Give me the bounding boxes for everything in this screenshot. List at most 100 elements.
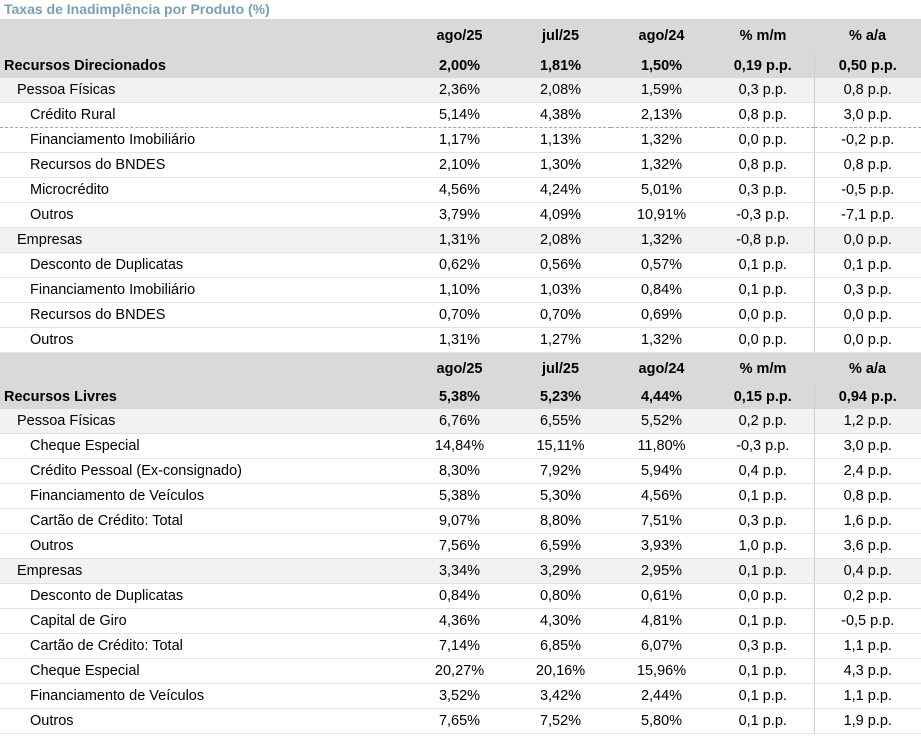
row-value: 0,8 p.p. <box>712 102 814 128</box>
row-value: 0,4 p.p. <box>813 558 921 584</box>
row-value: -0,2 p.p. <box>813 127 921 153</box>
column-header-row: ago/25 jul/25 ago/24% m/m% a/a <box>0 352 921 384</box>
row-value: 20,16% <box>510 658 611 684</box>
row-value: 0,70% <box>510 302 611 328</box>
row-label: Outros <box>0 327 409 353</box>
row-value: 1,31% <box>409 227 510 253</box>
row-value: 5,94% <box>611 458 712 484</box>
row-value: 4,09% <box>510 202 611 228</box>
row-value: 0,70% <box>409 302 510 328</box>
item-row: Desconto de Duplicatas 0,84% 0,80% 0,61% 0,0… <box>0 583 921 609</box>
row-value: 0,1 p.p. <box>712 252 814 278</box>
item-row: Financiamento de Veículos 3,52% 3,42% 2,44%… <box>0 683 921 709</box>
row-value: 4,38% <box>510 102 611 128</box>
row-label: Outros <box>0 202 409 228</box>
row-value: 0,1 p.p. <box>712 558 814 584</box>
group-row: Pessoa Físicas 6,76% 6,55% 5,52% 0,2 p.p. 1,2… <box>0 409 921 434</box>
row-value: 0,1 p.p. <box>712 658 814 684</box>
row-value: 6,76% <box>409 409 510 434</box>
row-value: 15,96% <box>611 658 712 684</box>
row-value: 2,95% <box>611 558 712 584</box>
item-row: Financiamento Imobiliário 1,10% 1,03% 0,84%… <box>0 277 921 303</box>
row-value: 1,30% <box>510 152 611 178</box>
row-value: 5,38% <box>409 384 510 409</box>
row-value: -0,5 p.p. <box>813 177 921 203</box>
row-value: 6,59% <box>510 533 611 559</box>
row-value: 2,36% <box>409 78 510 103</box>
row-value: 0,1 p.p. <box>712 483 814 509</box>
column-header-row: ago/25 jul/25 ago/24% m/m% a/a <box>0 19 921 53</box>
group-row: Empresas 1,31% 2,08% 1,32% -0,8 p.p. 0,0 p.p. <box>0 227 921 253</box>
item-row: Financiamento Imobiliário 1,17% 1,13% 1,32%… <box>0 127 921 153</box>
row-value: 0,0 p.p. <box>712 302 814 328</box>
item-row: Recursos do BNDES 2,10% 1,30% 1,32% 0,8 p.p.… <box>0 152 921 178</box>
row-label: Cheque Especial <box>0 658 409 684</box>
item-row: Outros 1,31% 1,27% 1,32% 0,0 p.p. 0,0 p.p. <box>0 327 921 353</box>
item-row: Microcrédito 4,56% 4,24% 5,01% 0,3 p.p. -0,5 … <box>0 177 921 203</box>
row-value: 1,31% <box>409 327 510 353</box>
row-value: 0,57% <box>611 252 712 278</box>
row-value: 6,07% <box>611 633 712 659</box>
row-value: 5,38% <box>409 483 510 509</box>
column-header: % a/a <box>814 352 921 384</box>
row-value: 14,84% <box>409 433 510 459</box>
column-header: ago/25 <box>409 19 510 53</box>
section-row: Recursos Livres 5,38% 5,23% 4,44% 0,15 p.p. 0… <box>0 384 921 409</box>
row-value: 7,14% <box>409 633 510 659</box>
item-row: Outros 3,79% 4,09% 10,91% -0,3 p.p. -7,1 p.p. <box>0 202 921 228</box>
row-value: 2,4 p.p. <box>813 458 921 484</box>
row-value: 0,50 p.p. <box>813 53 921 78</box>
row-label: Desconto de Duplicatas <box>0 252 409 278</box>
group-row: Empresas 3,34% 3,29% 2,95% 0,1 p.p. 0,4 p.p. <box>0 558 921 584</box>
row-value: 0,1 p.p. <box>712 277 814 303</box>
row-value: 9,07% <box>409 508 510 534</box>
row-value: 0,19 p.p. <box>712 53 814 78</box>
row-label: Recursos Direcionados <box>0 53 409 78</box>
row-value: 7,51% <box>611 508 712 534</box>
row-value: 0,4 p.p. <box>712 458 814 484</box>
row-value: 3,42% <box>510 683 611 709</box>
row-value: 1,1 p.p. <box>813 683 921 709</box>
item-row: Capital de Giro 4,36% 4,30% 4,81% 0,1 p.p. -0… <box>0 608 921 634</box>
row-label: Financiamento de Veículos <box>0 683 409 709</box>
row-value: 3,0 p.p. <box>813 102 921 128</box>
row-value: 0,3 p.p. <box>712 633 814 659</box>
row-label: Empresas <box>0 558 409 584</box>
column-header: ago/24 <box>611 19 712 53</box>
row-label: Outros <box>0 533 409 559</box>
row-value: 20,27% <box>409 658 510 684</box>
row-value: 1,6 p.p. <box>813 508 921 534</box>
column-header: jul/25 <box>510 19 611 53</box>
row-value: 0,8 p.p. <box>813 78 921 103</box>
row-value: 0,8 p.p. <box>712 152 814 178</box>
row-value: -7,1 p.p. <box>813 202 921 228</box>
row-value: 1,0 p.p. <box>712 533 814 559</box>
row-value: 0,8 p.p. <box>813 483 921 509</box>
row-value: 0,0 p.p. <box>813 327 921 353</box>
row-value: 0,61% <box>611 583 712 609</box>
row-value: 0,0 p.p. <box>813 302 921 328</box>
row-label: Capital de Giro <box>0 608 409 634</box>
row-value: 3,52% <box>409 683 510 709</box>
row-value: 7,56% <box>409 533 510 559</box>
column-header: % m/m <box>712 352 814 384</box>
row-value: 3,6 p.p. <box>813 533 921 559</box>
row-label: Microcrédito <box>0 177 409 203</box>
row-value: 5,01% <box>611 177 712 203</box>
row-label: Financiamento Imobiliário <box>0 277 409 303</box>
row-value: 1,59% <box>611 78 712 103</box>
row-label: Cheque Especial <box>0 433 409 459</box>
section-row: Recursos Direcionados 2,00% 1,81% 1,50% 0,19… <box>0 53 921 78</box>
row-value: 4,3 p.p. <box>813 658 921 684</box>
row-value: 5,23% <box>510 384 611 409</box>
item-row: Cheque Especial 14,84% 15,11% 11,80% -0,3 p.… <box>0 433 921 459</box>
row-value: 0,84% <box>611 277 712 303</box>
row-value: 5,80% <box>611 708 712 734</box>
row-value: 0,8 p.p. <box>813 152 921 178</box>
row-value: 1,1 p.p. <box>813 633 921 659</box>
table-title: Taxas de Inadimplência por Produto (%) <box>4 1 270 17</box>
row-value: 0,2 p.p. <box>712 409 814 434</box>
item-row: Crédito Rural 5,14% 4,38% 2,13% 0,8 p.p. 3,0 … <box>0 102 921 128</box>
row-value: 0,3 p.p. <box>712 78 814 103</box>
row-value: 1,50% <box>611 53 712 78</box>
